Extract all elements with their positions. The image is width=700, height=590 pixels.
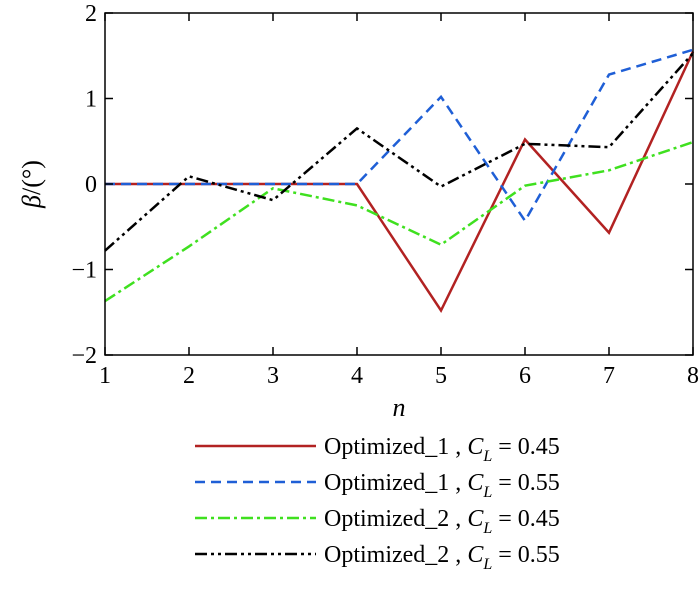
legend-label-value: = 0.45 (492, 506, 560, 532)
legend-label-subscript: L (482, 484, 492, 501)
x-tick-label: 3 (267, 363, 279, 389)
x-tick-label: 6 (519, 363, 531, 389)
legend-label-variable: C (467, 434, 484, 460)
legend-label-value: = 0.55 (492, 542, 560, 568)
legend-label-main: Optimized_2 , (324, 542, 467, 568)
legend-label-2: Optimized_1 , CL = 0.55 (324, 470, 560, 501)
x-tick-label: 4 (351, 363, 363, 389)
y-tick-label: −1 (71, 258, 97, 284)
series-line-3 (104, 140, 694, 303)
x-axis-title: n (393, 393, 406, 422)
series-line-4 (104, 52, 694, 252)
x-tick-label: 1 (99, 363, 111, 389)
y-tick-label: 2 (85, 1, 97, 27)
axis-ticks-group (104, 12, 694, 356)
series-line-2 (105, 48, 694, 224)
x-tick-label: 5 (435, 363, 447, 389)
legend-label-subscript: L (482, 520, 492, 537)
legend-label-1: Optimized_1 , CL = 0.45 (324, 434, 560, 465)
y-axis-title-unit: /(°) (17, 160, 46, 195)
legend-label-subscript: L (482, 556, 492, 573)
x-tick-label: 8 (687, 363, 699, 389)
legend-label-value: = 0.45 (492, 434, 560, 460)
legend-label-main: Optimized_1 , (324, 434, 467, 460)
legend-label-value: = 0.55 (492, 470, 560, 496)
y-tick-label: −2 (71, 343, 97, 369)
legend-label-main: Optimized_2 , (324, 506, 467, 532)
series-line-1 (105, 50, 695, 314)
legend-label-variable: C (467, 542, 484, 568)
x-tick-label: 7 (603, 363, 615, 389)
y-tick-label: 1 (85, 87, 97, 113)
x-tick-label: 2 (183, 363, 195, 389)
legend-label-3: Optimized_2 , CL = 0.45 (324, 506, 560, 537)
legend-label-subscript: L (482, 448, 492, 465)
axis-tick-labels-group: 1 2 3 4 5 6 7 8 −2 −1 0 1 2 (71, 1, 699, 389)
plot-series-group (104, 48, 695, 314)
y-axis-title: β/(°) (17, 160, 46, 209)
legend-label-variable: C (467, 470, 484, 496)
legend-label-main: Optimized_1 , (324, 470, 467, 496)
legend-label-4: Optimized_2 , CL = 0.55 (324, 542, 560, 573)
y-tick-label: 0 (85, 172, 97, 198)
legend-label-variable: C (467, 506, 484, 532)
y-axis-title-symbol: β (17, 195, 46, 209)
